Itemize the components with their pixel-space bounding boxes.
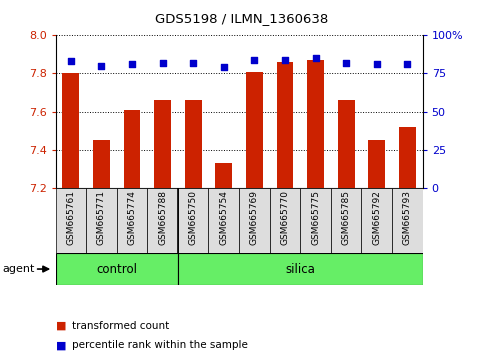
Point bbox=[373, 62, 381, 67]
Text: ■: ■ bbox=[56, 321, 66, 331]
Bar bbox=[117, 188, 147, 253]
Point bbox=[312, 55, 319, 61]
Bar bbox=[147, 188, 178, 253]
Point bbox=[98, 63, 105, 69]
Text: GSM665775: GSM665775 bbox=[311, 190, 320, 245]
Text: GSM665770: GSM665770 bbox=[281, 190, 289, 245]
Point bbox=[128, 62, 136, 67]
Point bbox=[342, 60, 350, 65]
Text: GSM665769: GSM665769 bbox=[250, 190, 259, 245]
Text: agent: agent bbox=[2, 264, 35, 274]
Bar bbox=[239, 188, 270, 253]
Bar bbox=[178, 253, 423, 285]
Text: GSM665750: GSM665750 bbox=[189, 190, 198, 245]
Bar bbox=[392, 188, 423, 253]
Bar bbox=[215, 163, 232, 188]
Bar bbox=[62, 73, 79, 188]
Bar bbox=[338, 100, 355, 188]
Bar bbox=[277, 62, 293, 188]
Bar bbox=[209, 188, 239, 253]
Bar bbox=[246, 72, 263, 188]
Text: control: control bbox=[96, 263, 137, 275]
Text: GSM665792: GSM665792 bbox=[372, 190, 381, 245]
Bar bbox=[369, 140, 385, 188]
Text: ■: ■ bbox=[56, 340, 66, 350]
Point bbox=[189, 60, 197, 65]
Bar bbox=[307, 60, 324, 188]
Bar bbox=[154, 100, 171, 188]
Text: GSM665785: GSM665785 bbox=[341, 190, 351, 245]
Bar bbox=[178, 188, 209, 253]
Bar bbox=[185, 100, 201, 188]
Point bbox=[281, 57, 289, 63]
Text: GDS5198 / ILMN_1360638: GDS5198 / ILMN_1360638 bbox=[155, 12, 328, 25]
Text: GSM665754: GSM665754 bbox=[219, 190, 228, 245]
Bar bbox=[361, 188, 392, 253]
Bar bbox=[56, 188, 86, 253]
Point bbox=[159, 60, 167, 65]
Point bbox=[220, 64, 227, 70]
Bar bbox=[270, 188, 300, 253]
Bar bbox=[399, 127, 416, 188]
Text: transformed count: transformed count bbox=[72, 321, 170, 331]
Bar bbox=[56, 253, 178, 285]
Text: GSM665771: GSM665771 bbox=[97, 190, 106, 245]
Bar bbox=[124, 110, 141, 188]
Text: GSM665788: GSM665788 bbox=[158, 190, 167, 245]
Bar bbox=[300, 188, 331, 253]
Bar bbox=[86, 188, 117, 253]
Text: GSM665761: GSM665761 bbox=[66, 190, 75, 245]
Bar bbox=[331, 188, 361, 253]
Bar bbox=[93, 140, 110, 188]
Point bbox=[251, 57, 258, 63]
Point bbox=[403, 62, 411, 67]
Text: GSM665774: GSM665774 bbox=[128, 190, 137, 245]
Text: percentile rank within the sample: percentile rank within the sample bbox=[72, 340, 248, 350]
Point bbox=[67, 58, 75, 64]
Text: silica: silica bbox=[285, 263, 315, 275]
Text: GSM665793: GSM665793 bbox=[403, 190, 412, 245]
